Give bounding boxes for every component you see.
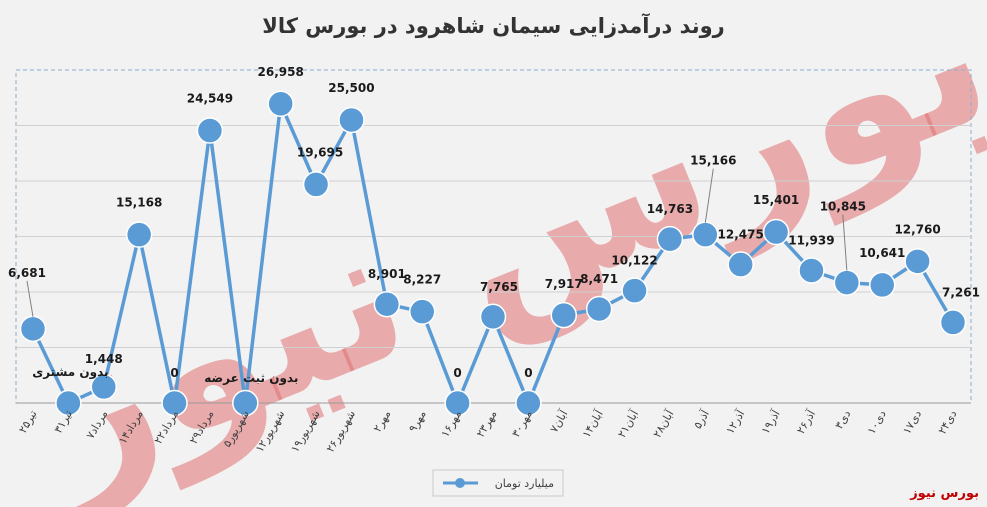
- data-point: [161, 389, 188, 417]
- x-tick-label: ۲۸آبان: [650, 407, 677, 440]
- data-label: 25,500: [328, 81, 374, 95]
- data-label: 24,549: [187, 92, 233, 106]
- data-point: [90, 373, 118, 401]
- data-point: [585, 295, 613, 323]
- x-tick-label: ۱۰دی: [865, 408, 889, 437]
- x-tick-label: ۲مهر: [371, 408, 394, 434]
- data-point: [939, 309, 967, 336]
- data-label: 19,695: [297, 145, 343, 159]
- x-tick-label: ۱۷دی: [900, 408, 924, 437]
- data-point: [479, 303, 507, 331]
- x-tick-label: ۱۴آبان: [579, 407, 606, 440]
- data-label: 0: [170, 366, 178, 380]
- data-label: 8,471: [580, 272, 618, 286]
- data-label: 7,261: [942, 285, 980, 299]
- data-label: 14,763: [647, 202, 693, 216]
- x-tick-label: ۱۹آذر: [758, 407, 783, 437]
- data-label: 12,475: [718, 228, 764, 242]
- data-label: 10,122: [611, 254, 657, 268]
- data-point: [302, 171, 330, 198]
- x-tick-label: ۳۰مهر: [509, 408, 535, 440]
- data-point: [727, 251, 754, 278]
- x-tick-label: ۳دی: [832, 408, 853, 431]
- x-tick-label: ۲۶آذر: [793, 407, 818, 437]
- leader-line: [842, 214, 848, 271]
- data-label: 0: [524, 366, 532, 380]
- data-point: [125, 221, 153, 248]
- data-label: 15,168: [116, 196, 162, 210]
- leader-line: [704, 168, 714, 223]
- data-point: [621, 277, 648, 304]
- legend-label: میلیارد تومان: [495, 477, 554, 490]
- data-point: [408, 298, 436, 325]
- x-tick-label: ۲۴دی: [936, 408, 960, 437]
- data-label: 1,448: [85, 352, 123, 366]
- data-point: [55, 389, 82, 417]
- data-point: [656, 225, 684, 253]
- data-label: 10,641: [859, 246, 905, 260]
- data-point: [444, 389, 471, 417]
- annotation-no-offer: بدون ثبت عرضه: [204, 371, 298, 386]
- leader-line: [26, 280, 34, 317]
- x-tick-label: ۷آبان: [547, 407, 571, 435]
- data-point: [692, 221, 719, 248]
- legend-marker: [455, 478, 465, 488]
- x-tick-label: ۵آذر: [690, 407, 712, 431]
- x-tick-label: ۱۲آذر: [723, 407, 748, 437]
- x-tick-label: ۲۵تیر: [16, 408, 39, 436]
- x-tick-label: ۲۳مهر: [474, 408, 500, 440]
- data-label: 7,917: [545, 277, 583, 291]
- data-label: 0: [453, 366, 461, 380]
- brand-logo-text: بورس نیوز: [910, 486, 979, 501]
- data-point: [232, 389, 259, 417]
- data-label: 26,958: [258, 65, 304, 79]
- data-point: [515, 389, 542, 417]
- data-label: 15,401: [753, 193, 799, 207]
- data-point: [798, 257, 825, 284]
- data-point: [550, 301, 578, 329]
- data-point: [868, 271, 896, 299]
- data-label: 7,765: [480, 280, 518, 294]
- data-label: 6,681: [8, 266, 46, 280]
- data-point: [267, 90, 294, 118]
- data-label: 11,939: [788, 233, 834, 247]
- data-point: [904, 248, 931, 275]
- data-label: 8,901: [368, 267, 406, 281]
- data-point: [196, 117, 224, 144]
- data-label: 12,760: [894, 222, 940, 236]
- data-point: [833, 269, 861, 296]
- data-point: [373, 290, 401, 318]
- data-point: [762, 218, 790, 246]
- x-tick-label: ۹مهر: [406, 408, 429, 434]
- data-label: 15,166: [690, 154, 736, 168]
- data-label: 8,227: [403, 273, 441, 287]
- x-tick-label: ۲۱آبان: [614, 407, 641, 440]
- x-tick-label: ۱۶مهر: [439, 408, 465, 440]
- data-point: [338, 106, 365, 134]
- annotation-no-buyer: بدون مشتری: [32, 365, 108, 380]
- data-label: 10,845: [820, 200, 866, 214]
- data-point: [19, 315, 47, 343]
- chart-title: روند درآمدزایی سیمان شاهرود در بورس کالا: [262, 14, 725, 38]
